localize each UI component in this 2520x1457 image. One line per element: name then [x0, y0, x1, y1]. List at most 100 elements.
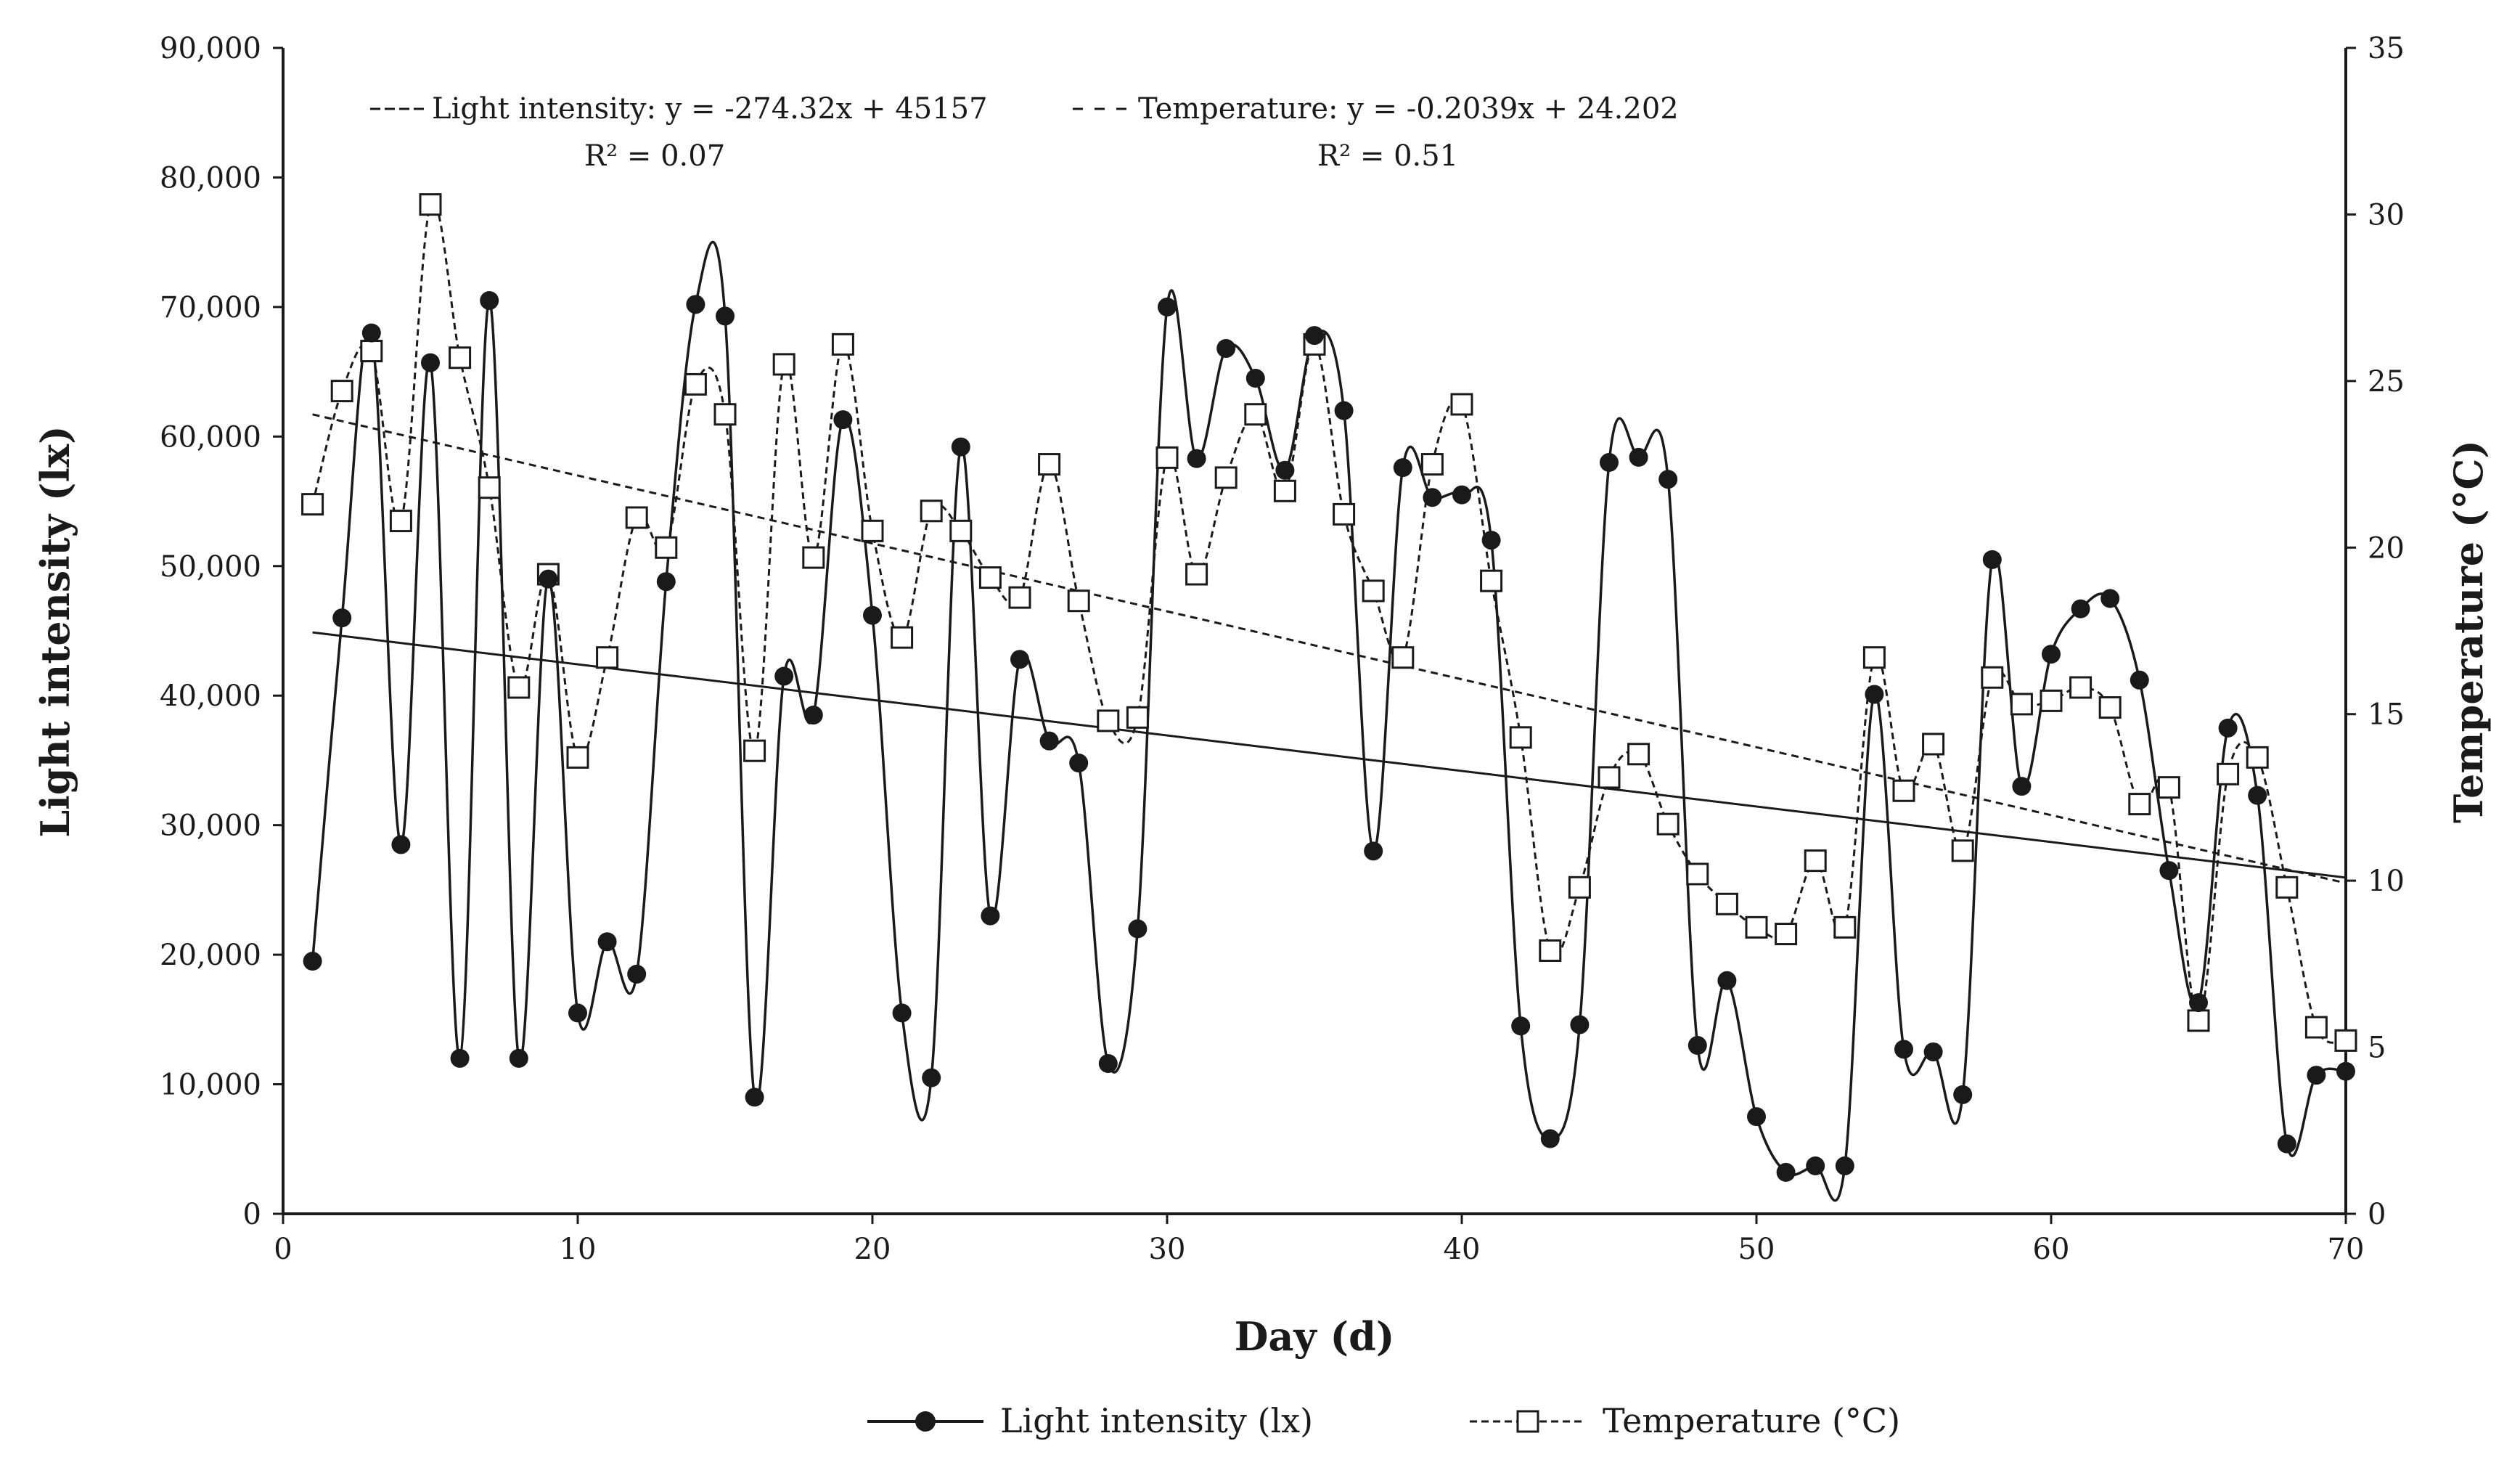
trendline-light-intensity — [312, 631, 2347, 879]
light-intensity-point — [2248, 785, 2267, 805]
temperature-point — [1450, 393, 1473, 416]
light-intensity-point — [1245, 369, 1265, 388]
y-right-tick-label: 30 — [2368, 198, 2405, 232]
temperature-point — [1892, 779, 1915, 802]
temperature-point — [978, 566, 1002, 589]
temperature-point — [360, 340, 383, 363]
temperature-point — [596, 646, 619, 669]
annotation-temp-equation: Temperature: y = -0.2039x + 24.202 — [1138, 92, 1679, 126]
light-intensity-point — [332, 608, 352, 628]
y-right-tick-label: 15 — [2368, 698, 2405, 732]
temperature-point — [743, 739, 766, 762]
light-intensity-point — [1039, 731, 1059, 751]
light-intensity-point — [951, 437, 970, 457]
temperature-point — [1038, 453, 1061, 476]
light-intensity-point — [2218, 718, 2238, 738]
y-right-axis-title: Temperature (°C) — [2445, 440, 2492, 823]
temperature-point — [507, 676, 531, 699]
temperature-point — [2098, 696, 2122, 719]
x-tick-label: 10 — [560, 1233, 597, 1266]
light-intensity-point — [1953, 1085, 1973, 1104]
light-intensity-point — [2042, 645, 2061, 664]
light-intensity-point — [568, 1003, 587, 1023]
light-intensity-point — [803, 705, 823, 725]
x-tick-label: 40 — [1444, 1233, 1481, 1266]
light-intensity-point — [1393, 458, 1412, 478]
light-intensity-point — [774, 666, 794, 686]
legend-item-light: Light intensity (lx) — [867, 1401, 1313, 1440]
light-intensity-point — [1629, 447, 1648, 467]
temperature-point — [1833, 915, 1857, 939]
temperature-point — [1420, 453, 1444, 476]
temperature-point — [1097, 709, 1120, 732]
y-left-axis-ticks: 0 10,000 20,000 30,000 40,000 50,000 60,000 70,… — [160, 32, 283, 1231]
y-left-tick-label: 50,000 — [160, 550, 261, 584]
legend-light-marker — [915, 1411, 936, 1432]
y-left-axis-title: Light intensity (lx) — [32, 425, 78, 837]
temperature-point — [1155, 446, 1179, 469]
temperature-point — [419, 193, 442, 216]
x-axis-title: Day (d) — [1235, 1313, 1395, 1360]
x-tick-label: 70 — [2328, 1233, 2365, 1266]
light-intensity-point — [1865, 685, 1884, 704]
light-intensity-point — [1747, 1107, 1766, 1127]
plot-area — [282, 48, 2347, 1215]
temperature-point — [389, 510, 412, 533]
y-left-tick-label: 90,000 — [160, 32, 261, 65]
temperature-point — [330, 380, 353, 403]
light-intensity-point — [303, 952, 322, 971]
light-intensity-point — [1423, 488, 1442, 507]
temperature-point — [1951, 839, 1974, 862]
light-intensity-point — [2336, 1061, 2355, 1081]
light-intensity-point — [863, 605, 882, 625]
light-intensity-point — [1452, 485, 1471, 505]
temperature-point — [1480, 569, 1503, 592]
temperature-point — [891, 626, 914, 649]
legend-light-label: Light intensity (lx) — [1000, 1401, 1313, 1440]
temperature-point — [1244, 403, 1267, 426]
temperature-point — [2304, 1016, 2328, 1039]
light-intensity-point — [361, 323, 381, 343]
light-intensity-series-line — [311, 240, 2347, 1202]
light-intensity-point — [421, 353, 440, 372]
light-intensity-point — [2277, 1134, 2296, 1154]
temperature-point — [1568, 876, 1591, 899]
temperature-point — [2334, 1029, 2357, 1052]
light-intensity-point — [1069, 754, 1089, 773]
temperature-point — [625, 506, 648, 529]
temperature-point — [2275, 876, 2299, 899]
light-intensity-point — [391, 835, 411, 854]
light-intensity-point — [1364, 841, 1383, 861]
temperature-point — [802, 546, 825, 569]
y-left-tick-label: 60,000 — [160, 420, 261, 454]
light-intensity-point — [1835, 1156, 1854, 1175]
temperature-point — [1598, 766, 1621, 789]
y-left-tick-label: 10,000 — [160, 1069, 261, 1102]
series-layer — [301, 193, 2357, 1202]
light-intensity-point — [1688, 1036, 1707, 1056]
temperature-point — [1214, 466, 1238, 489]
light-intensity-point — [745, 1087, 764, 1107]
temperature-point — [478, 476, 501, 499]
light-intensity-point — [2100, 589, 2120, 608]
light-intensity-point — [1275, 460, 1295, 480]
light-intensity-point — [892, 1003, 912, 1023]
light-intensity-point — [1540, 1129, 1560, 1148]
light-intensity-point — [2012, 777, 2032, 796]
light-intensity-point — [1511, 1016, 1531, 1036]
y-left-tick-label: 30,000 — [160, 809, 261, 843]
light-intensity-point — [922, 1068, 941, 1087]
y-left-tick-label: 0 — [243, 1198, 261, 1231]
light-intensity-point — [1481, 531, 1501, 550]
x-tick-label: 50 — [1738, 1233, 1775, 1266]
temperature-point — [1862, 646, 1886, 669]
annotation-temp-r2: R² = 0.51 — [1317, 139, 1458, 173]
light-intensity-point — [1187, 449, 1206, 468]
annotation-light-r2: R² = 0.07 — [584, 139, 725, 173]
temperature-point — [1922, 732, 1945, 756]
temperature-point — [2157, 776, 2180, 799]
temperature-point — [2040, 689, 2063, 712]
light-intensity-point — [2307, 1066, 2326, 1085]
temperature-point — [301, 493, 324, 516]
